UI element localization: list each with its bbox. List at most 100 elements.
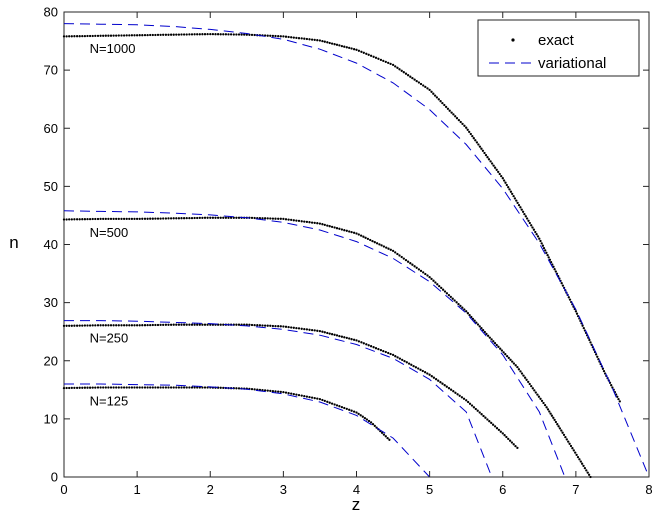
curve-labels: N=1000 N=500 N=250 N=125 bbox=[90, 41, 136, 408]
exact-point bbox=[287, 218, 290, 221]
exact-point bbox=[561, 284, 565, 287]
exact-point bbox=[78, 324, 81, 327]
exact-point bbox=[549, 412, 552, 415]
exact-point bbox=[65, 386, 68, 390]
exact-point bbox=[437, 379, 440, 382]
exact-point bbox=[484, 416, 487, 419]
exact-point bbox=[536, 393, 539, 396]
exact-point bbox=[209, 32, 212, 36]
exact-point bbox=[297, 219, 301, 223]
exact-point bbox=[601, 367, 605, 370]
exact-point bbox=[303, 327, 306, 331]
exact-point bbox=[159, 217, 162, 220]
exact-point bbox=[328, 225, 331, 228]
exact-point bbox=[330, 402, 334, 405]
exact-point bbox=[151, 323, 154, 327]
exact-point bbox=[237, 387, 241, 390]
variational-curve-n-250 bbox=[64, 320, 493, 478]
exact-point bbox=[512, 194, 515, 198]
exact-point bbox=[532, 228, 536, 231]
y-tick-label: 50 bbox=[44, 179, 58, 194]
exact-point bbox=[468, 130, 471, 134]
exact-point bbox=[554, 270, 557, 273]
exact-point bbox=[102, 386, 105, 389]
exact-point bbox=[516, 201, 519, 205]
exact-point bbox=[269, 389, 272, 393]
exact-point bbox=[279, 217, 282, 220]
exact-point bbox=[109, 34, 113, 37]
exact-point bbox=[292, 219, 295, 222]
x-tick-label: 5 bbox=[426, 482, 433, 497]
exact-point bbox=[432, 92, 435, 95]
exact-point bbox=[167, 33, 170, 36]
exact-point bbox=[290, 392, 293, 395]
exact-point bbox=[112, 324, 115, 327]
exact-point bbox=[219, 33, 222, 36]
exact-point bbox=[182, 217, 186, 220]
exact-point bbox=[512, 362, 516, 365]
exact-point bbox=[359, 414, 362, 417]
exact-point bbox=[415, 79, 418, 83]
exact-point bbox=[109, 386, 113, 389]
exact-point bbox=[513, 197, 517, 200]
exact-point bbox=[426, 372, 429, 375]
exact-point bbox=[449, 295, 452, 299]
exact-point bbox=[96, 217, 100, 221]
exact-point bbox=[343, 45, 346, 48]
exact-point bbox=[476, 323, 480, 326]
exact-point bbox=[375, 242, 379, 245]
exact-point bbox=[582, 326, 585, 330]
exact-point bbox=[580, 462, 584, 465]
exact-point bbox=[250, 387, 254, 391]
exact-point bbox=[369, 421, 373, 424]
exact-point bbox=[432, 376, 436, 379]
exact-point bbox=[618, 400, 621, 403]
exact-point bbox=[86, 217, 89, 221]
exact-point bbox=[104, 386, 107, 389]
exact-point bbox=[180, 217, 183, 220]
exact-point bbox=[269, 324, 272, 327]
exact-point bbox=[455, 117, 459, 120]
exact-point bbox=[437, 98, 440, 101]
exact-point bbox=[86, 324, 89, 327]
exact-point bbox=[335, 404, 339, 407]
exact-point bbox=[141, 324, 144, 327]
exact-point bbox=[125, 324, 128, 327]
exact-point bbox=[300, 394, 303, 397]
exact-point bbox=[75, 218, 79, 221]
exact-point bbox=[406, 74, 410, 77]
exact-point bbox=[474, 139, 477, 142]
curve-label-n-250: N=250 bbox=[90, 331, 129, 346]
exact-point bbox=[602, 369, 606, 373]
exact-point bbox=[461, 122, 464, 126]
exact-point bbox=[313, 396, 316, 400]
exact-curve-n-500 bbox=[62, 216, 592, 479]
exact-point bbox=[362, 235, 365, 238]
exact-point bbox=[333, 43, 336, 46]
exact-point bbox=[405, 361, 408, 364]
exact-point bbox=[553, 418, 556, 422]
exact-point bbox=[385, 246, 388, 249]
exact-point bbox=[493, 341, 497, 345]
exact-point bbox=[277, 390, 280, 393]
exact-point bbox=[486, 418, 489, 421]
exact-point bbox=[250, 216, 254, 220]
exact-point bbox=[473, 319, 476, 322]
exact-point bbox=[523, 376, 527, 379]
exact-point bbox=[185, 33, 188, 36]
exact-point bbox=[374, 56, 378, 59]
exact-point bbox=[279, 325, 282, 328]
exact-point bbox=[172, 217, 175, 220]
exact-point bbox=[68, 35, 71, 38]
exact-point bbox=[266, 34, 269, 37]
exact-point bbox=[308, 328, 311, 331]
exact-point bbox=[463, 124, 466, 127]
exact-point bbox=[297, 393, 301, 397]
exact-point bbox=[387, 351, 390, 355]
exact-point bbox=[439, 100, 442, 103]
exact-point bbox=[235, 387, 238, 390]
exact-point bbox=[224, 216, 228, 219]
exact-point bbox=[323, 331, 326, 334]
exact-point bbox=[156, 217, 160, 220]
exact-point bbox=[452, 113, 455, 116]
